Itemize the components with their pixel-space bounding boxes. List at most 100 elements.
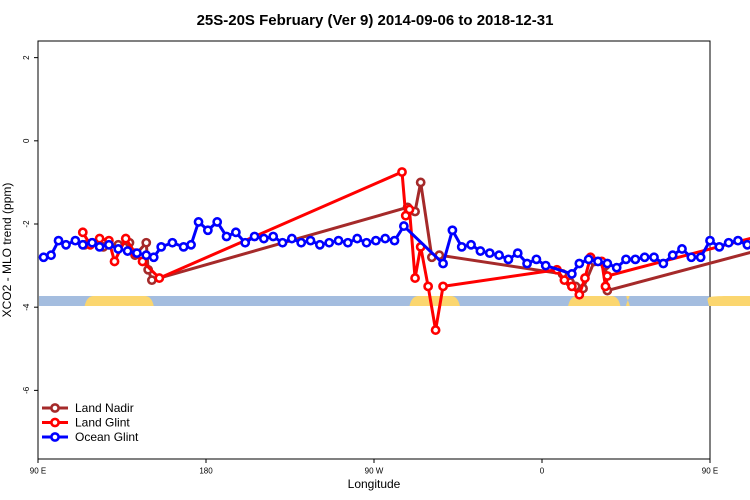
data-point <box>389 235 400 246</box>
x-tick-label: 90 E <box>30 467 46 476</box>
data-point <box>120 233 131 244</box>
data-point <box>122 246 133 256</box>
data-point <box>695 252 706 263</box>
data-point <box>423 281 434 292</box>
data-point <box>305 235 316 246</box>
data-point <box>148 252 159 263</box>
data-point <box>512 248 523 259</box>
data-point <box>156 241 167 252</box>
data-point <box>370 235 381 246</box>
data-point <box>456 241 467 252</box>
data-point <box>630 254 641 265</box>
data-point <box>649 252 659 263</box>
data-point <box>415 177 426 188</box>
y-axis: 2 0 -2 -4 -6 <box>22 55 38 394</box>
legend-label: Land Nadir <box>75 401 134 415</box>
legend-marker <box>50 432 60 442</box>
x-axis-label: Longitude <box>348 477 401 491</box>
land-segment <box>84 295 154 306</box>
data-point <box>677 244 687 254</box>
data-point <box>602 258 613 269</box>
data-point <box>484 248 495 259</box>
data-point <box>230 227 241 238</box>
data-point <box>566 281 577 292</box>
plot-area <box>37 40 711 460</box>
x-tick-label: 90 E <box>702 467 718 476</box>
legend-label: Land Glint <box>75 416 130 430</box>
data-point <box>574 289 585 300</box>
data-point <box>522 258 532 269</box>
data-point <box>77 239 88 250</box>
data-point <box>566 269 577 279</box>
legend-marker <box>50 417 60 428</box>
data-point <box>705 235 715 246</box>
data-point <box>714 241 725 252</box>
data-point <box>277 237 288 248</box>
chart-title: 25S-20S February (Ver 9) 2014-09-06 to 2… <box>197 12 554 29</box>
data-point <box>438 281 448 292</box>
data-point <box>212 217 223 227</box>
data-point <box>593 256 603 267</box>
data-point <box>186 239 196 250</box>
data-point <box>167 237 178 248</box>
data-point <box>258 233 269 244</box>
data-point <box>466 239 476 250</box>
data-point <box>723 237 734 248</box>
data-point <box>141 250 152 261</box>
y-tick-label: -4 <box>22 303 31 311</box>
data-point <box>113 244 124 254</box>
data-point <box>61 239 71 250</box>
data-point <box>268 231 279 242</box>
series-layer <box>38 167 750 335</box>
data-point <box>324 237 335 248</box>
data-point <box>438 258 448 269</box>
data-point <box>602 271 613 281</box>
data-point <box>342 237 353 248</box>
data-point <box>574 258 585 269</box>
data-point <box>286 233 297 244</box>
y-axis-label: XCO2 - MLO trend (ppm) <box>0 183 14 318</box>
x-tick-label: 90 W <box>365 467 384 476</box>
data-point <box>352 233 363 244</box>
data-point <box>540 260 551 271</box>
y-tick-label: -6 <box>22 386 31 394</box>
data-point <box>686 252 697 263</box>
data-point <box>296 237 307 248</box>
land-segment <box>409 295 460 306</box>
data-point <box>333 235 344 246</box>
y-tick-label: 0 <box>22 138 31 143</box>
data-point <box>141 237 152 248</box>
data-point <box>193 217 204 227</box>
land-segment <box>707 295 750 306</box>
data-point <box>104 239 114 250</box>
x-tick-label: 0 <box>540 467 545 476</box>
data-point <box>494 250 504 261</box>
data-point <box>580 273 590 283</box>
data-point <box>447 225 458 236</box>
data-point <box>46 250 56 261</box>
data-point <box>742 239 750 250</box>
data-point <box>667 250 678 261</box>
data-point <box>314 239 325 250</box>
data-point <box>621 254 631 265</box>
legend-marker <box>50 403 60 413</box>
data-point <box>240 237 251 248</box>
land-segment <box>626 295 630 306</box>
data-point <box>475 246 486 256</box>
data-point <box>404 204 415 215</box>
data-point <box>398 221 409 231</box>
legend-label: Ocean Glint <box>75 430 139 444</box>
y-tick-label: 2 <box>22 55 31 60</box>
x-tick-label: 180 <box>199 467 213 476</box>
land-mask-band <box>39 295 750 306</box>
data-point <box>733 235 743 246</box>
x-axis: 90 E 180 90 W 0 90 E <box>30 459 718 476</box>
data-point <box>639 252 650 263</box>
data-point <box>178 241 189 252</box>
data-point <box>380 233 391 244</box>
data-point <box>146 275 157 286</box>
data-point <box>559 275 570 286</box>
data-point <box>202 225 213 236</box>
data-point <box>503 254 514 265</box>
